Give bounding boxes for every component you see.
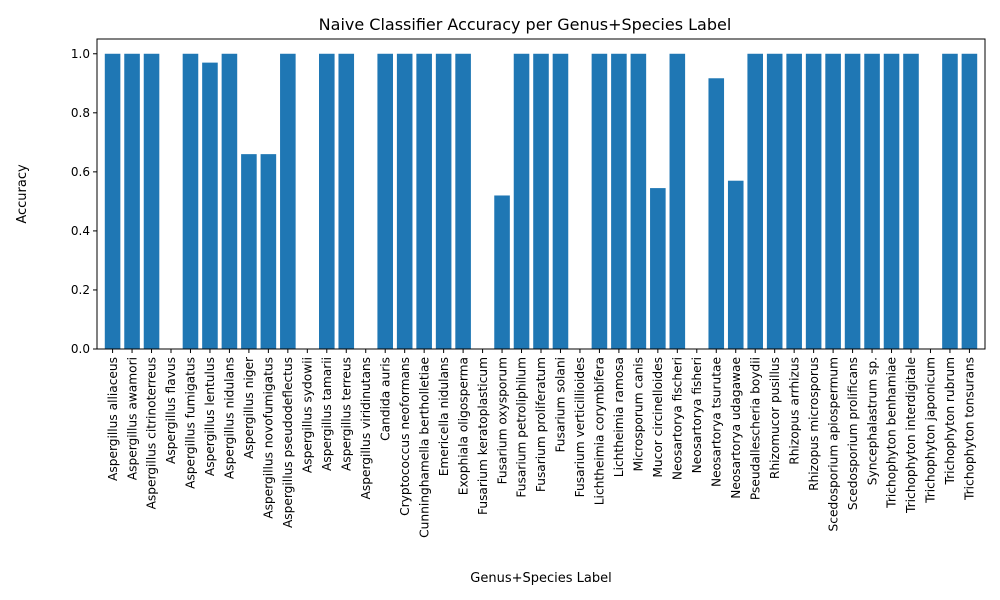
x-tick-label: Aspergillus citrinoterreus [145, 357, 159, 509]
bar [435, 53, 452, 349]
bar [611, 53, 627, 349]
x-tick-label: Exophiala oligosperma [456, 357, 470, 495]
bar [844, 53, 861, 349]
bar [260, 154, 277, 349]
x-tick-label: Cunninghamella bertholletiae [417, 357, 431, 538]
bar [182, 53, 199, 349]
bar [319, 53, 335, 349]
x-tick-label: Mucor circinelloides [651, 357, 665, 478]
bar [202, 62, 218, 350]
x-tick-label: Aspergillus flavus [164, 357, 178, 464]
x-tick-label: Fusarium keratoplasticum [476, 357, 490, 515]
bar [630, 53, 647, 349]
x-tick-label: Trichophyton rubrum [943, 357, 957, 486]
bar [591, 53, 608, 349]
x-tick-label: Fusarium oxysporum [495, 357, 509, 484]
x-tick-label: Microsporum canis [632, 357, 646, 471]
x-tick-label: Aspergillus fumigatus [184, 357, 198, 489]
bar [143, 53, 160, 349]
x-tick-label: Pseudallescheria boydii [748, 357, 762, 500]
x-tick-label: Trichophyton tonsurans [963, 357, 977, 501]
bar [747, 53, 763, 349]
bar [221, 53, 238, 349]
bar [338, 53, 355, 349]
x-tick-label: Lichtheimia ramosa [612, 357, 626, 477]
x-tick-label: Neosartorya tsurutae [709, 357, 723, 487]
y-tick-label: 0.0 [71, 342, 90, 356]
y-tick-label: 0.6 [71, 165, 90, 179]
x-tick-label: Fusarium solani [554, 357, 568, 453]
x-tick-label: Rhizopus microsporus [807, 357, 821, 491]
x-tick-label: Aspergillus terreus [339, 357, 353, 471]
x-tick-label: Fusarium verticillioides [573, 357, 587, 497]
bar [416, 53, 432, 349]
x-tick-label: Rhizomucor pusillus [768, 357, 782, 479]
bar [241, 154, 257, 349]
x-tick-label: Aspergillus pseudodeflectus [281, 357, 295, 528]
y-axis: 0.0 0.2 0.4 0.6 0.8 1.0 [71, 47, 97, 356]
bar [494, 195, 510, 349]
x-tick-label: Scedosporium apiospermum [826, 357, 840, 531]
x-tick-label: Neosartorya fisheri [690, 357, 704, 473]
x-tick-label: Candida auris [378, 357, 392, 441]
x-tick-label: Aspergillus alliaceus [106, 357, 120, 481]
bar [708, 78, 725, 350]
bar [377, 53, 393, 349]
bar [786, 53, 802, 349]
x-axis-label: Genus+Species Label [470, 571, 611, 586]
bar [864, 53, 880, 349]
bar [727, 180, 744, 349]
y-tick-label: 0.8 [71, 106, 90, 120]
x-tick-label: Rhizopus arrhizus [787, 357, 801, 465]
x-tick-label: Trichophyton japonicum [924, 357, 938, 504]
x-axis: Aspergillus alliaceus Aspergillus awamori… [106, 349, 977, 538]
bar [883, 53, 900, 349]
x-tick-label: Syncephalastrum sp. [865, 357, 879, 485]
bar [805, 53, 822, 349]
y-tick-label: 1.0 [71, 47, 90, 61]
x-tick-label: Emericella nidulans [437, 357, 451, 476]
bar [104, 53, 121, 349]
x-tick-label: Aspergillus novofumigatus [262, 357, 276, 519]
x-tick-label: Fusarium petroliphilum [515, 357, 529, 498]
bars-group [104, 53, 978, 350]
x-tick-label: Aspergillus niger [242, 356, 256, 459]
x-tick-label: Trichophyton benhamiae [885, 357, 899, 509]
bar [825, 53, 841, 349]
y-tick-label: 0.4 [71, 224, 90, 238]
bar [942, 53, 958, 349]
x-tick-label: Lichtheimia corymbifera [593, 357, 607, 505]
bar [455, 53, 471, 349]
x-tick-label: Fusarium proliferatum [534, 357, 548, 492]
bar [513, 53, 530, 349]
y-axis-label: Accuracy [15, 164, 30, 224]
bar [533, 53, 549, 349]
x-tick-label: Aspergillus viridinutans [359, 357, 373, 499]
x-tick-label: Aspergillus sydowii [301, 357, 315, 473]
x-tick-label: Trichophyton interdigitale [904, 357, 918, 514]
bar [124, 53, 140, 349]
bar [396, 53, 413, 349]
x-tick-label: Scedosporium prolificans [846, 357, 860, 510]
bar [552, 53, 569, 349]
x-tick-label: Cryptococcus neoformans [398, 357, 412, 516]
chart-title: Naive Classifier Accuracy per Genus+Spec… [319, 15, 732, 34]
bar [650, 188, 666, 349]
bar [766, 53, 783, 349]
y-tick-label: 0.2 [71, 283, 90, 297]
x-tick-label: Aspergillus lentulus [203, 357, 217, 476]
bar [903, 53, 919, 349]
x-tick-label: Neosartorya udagawae [729, 357, 743, 499]
x-tick-label: Aspergillus awamori [125, 357, 139, 480]
bar [961, 53, 978, 349]
x-tick-label: Neosartorya fischeri [671, 357, 685, 480]
x-tick-label: Aspergillus nidulans [223, 357, 237, 479]
bar [669, 53, 686, 349]
bar [280, 53, 296, 349]
x-tick-label: Aspergillus tamarii [320, 357, 334, 471]
